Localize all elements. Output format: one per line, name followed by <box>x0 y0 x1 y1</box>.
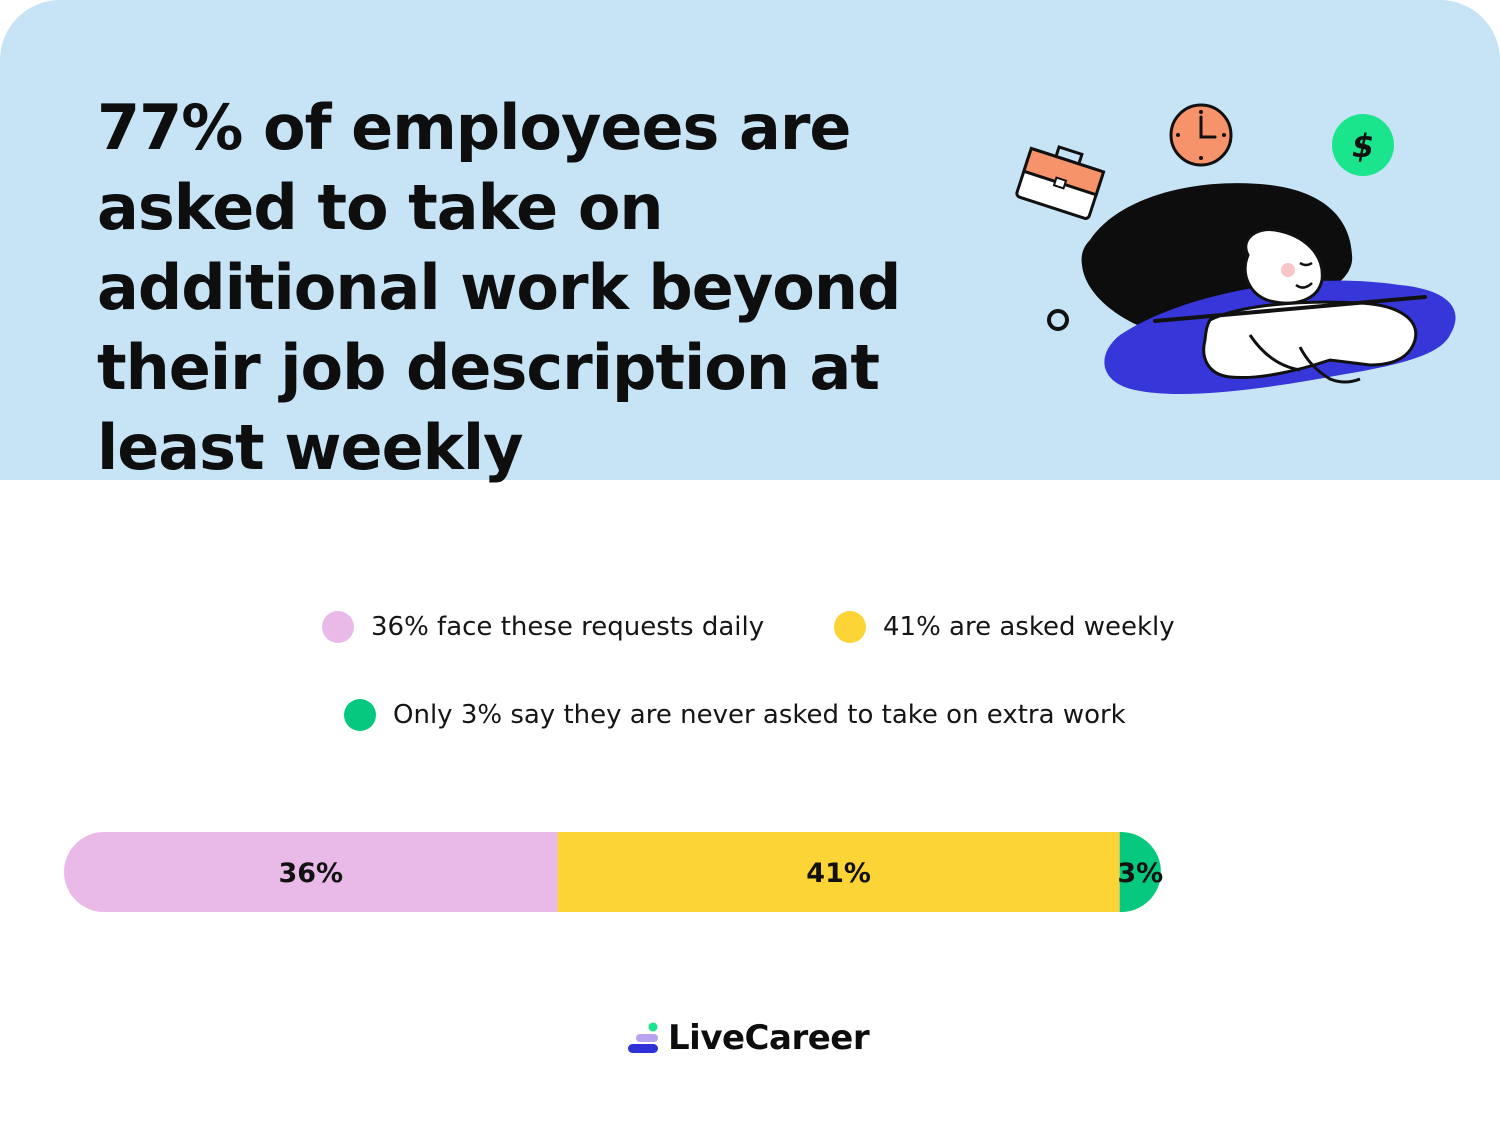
brand-logo: LiveCareer <box>626 1018 870 1058</box>
brand-name: LiveCareer <box>668 1018 870 1058</box>
clock-icon <box>1169 103 1233 167</box>
legend-label-weekly: 41% are asked weekly <box>883 612 1175 642</box>
livecareer-logo-icon <box>628 1022 658 1053</box>
legend-swatch-never <box>344 699 376 731</box>
svg-text:$: $ <box>1352 127 1374 165</box>
dollar-icon: $ <box>1332 114 1394 176</box>
bar-segment-1 <box>557 832 1120 912</box>
bar-label-0: 36% <box>278 858 343 889</box>
legend-label-daily: 36% face these requests daily <box>371 612 765 642</box>
bar-label-1: 41% <box>806 858 871 889</box>
bar-label-2: 3% <box>1117 858 1163 889</box>
legend-swatch-weekly <box>834 611 866 643</box>
briefcase-icon <box>1015 145 1106 220</box>
legend-label-never: Only 3% say they are never asked to take… <box>393 700 1126 730</box>
legend-swatch-daily <box>322 611 354 643</box>
bar-segment-0 <box>64 832 558 912</box>
tired-woman-illustration: $ <box>1015 103 1456 395</box>
legend-item-never: Only 3% say they are never asked to take… <box>344 699 1126 731</box>
stacked-bar-svg: 36% 41% 3% <box>64 832 1163 912</box>
header-banner: 77% of employees are asked to take on ad… <box>0 0 1500 484</box>
legend-item-weekly: 41% are asked weekly <box>834 611 1175 643</box>
legend-item-daily: 36% face these requests daily <box>322 611 764 643</box>
page-title: 77% of employees are asked to take on ad… <box>97 91 901 484</box>
stacked-bar-chart: 36% 41% 3% <box>0 800 1500 940</box>
